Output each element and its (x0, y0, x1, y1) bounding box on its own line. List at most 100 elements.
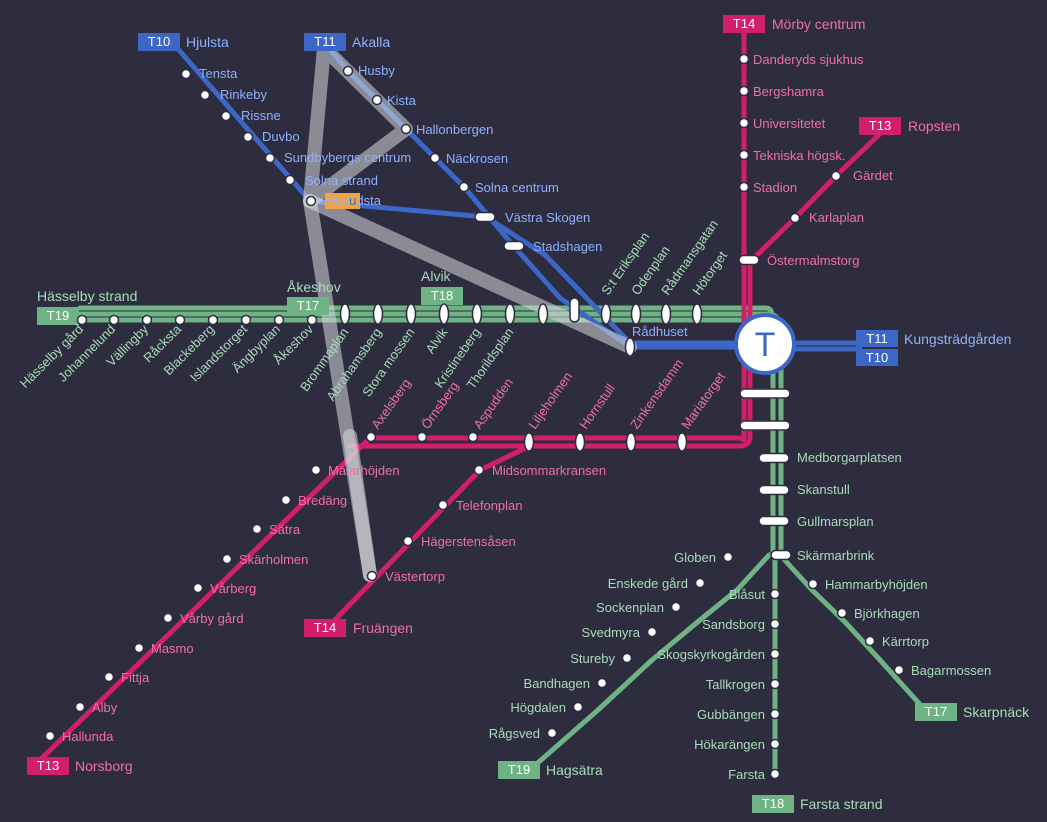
interchange-marker[interactable] (504, 303, 516, 325)
station-solna-centrum[interactable]: Solna centrum (458, 180, 559, 195)
interchange-marker[interactable] (691, 303, 703, 325)
station-dot[interactable] (572, 701, 584, 713)
interchange-marker[interactable] (339, 303, 351, 325)
station-satra[interactable]: Sätra (251, 522, 301, 537)
station-interchange-fridhemsplan[interactable] (569, 297, 580, 323)
station-dot[interactable] (141, 314, 153, 326)
station-stadshagen[interactable]: Stadshagen (503, 239, 602, 254)
station-varby-gard[interactable]: Vårby gård (162, 611, 244, 626)
station-tallkrogen[interactable]: Tallkrogen (706, 677, 781, 692)
station-dot[interactable] (306, 314, 318, 326)
station-dot[interactable] (738, 149, 750, 161)
station-dot[interactable] (473, 464, 485, 476)
station-dot[interactable] (646, 626, 658, 638)
station-dot[interactable] (284, 174, 296, 186)
station-skarmarbrink[interactable]: Skärmarbrink (770, 548, 875, 563)
station-bandhagen[interactable]: Bandhagen (523, 676, 608, 691)
station-dot[interactable] (240, 314, 252, 326)
station-skogskyrkogarden[interactable]: Skogskyrkogården (657, 647, 781, 662)
station-dot[interactable] (310, 464, 322, 476)
station-ostermalmstorg[interactable]: Östermalmstorg (738, 253, 859, 268)
station-globen[interactable]: Globen (674, 550, 734, 565)
interchange-marker[interactable] (758, 515, 790, 527)
station-gardet[interactable]: Gärdet (830, 168, 894, 183)
station-dot[interactable] (199, 89, 211, 101)
station-dot[interactable] (546, 727, 558, 739)
station-dot[interactable] (738, 117, 750, 129)
interchange-marker[interactable] (438, 303, 450, 325)
station-dot[interactable] (830, 170, 842, 182)
interchange-marker[interactable] (624, 337, 636, 357)
interchange-marker[interactable] (660, 303, 672, 325)
station-tensta[interactable]: Tensta (180, 66, 239, 81)
station-dot[interactable] (76, 314, 88, 326)
station-dot[interactable] (305, 195, 317, 207)
station-telefonplan[interactable]: Telefonplan (437, 498, 523, 513)
station-fittja[interactable]: Fittja (103, 670, 150, 685)
interchange-marker[interactable] (739, 388, 791, 399)
station-sockenplan[interactable]: Sockenplan (596, 600, 682, 615)
station-dot[interactable] (893, 664, 905, 676)
interchange-marker[interactable] (770, 549, 792, 561)
station-karlaplan[interactable]: Karlaplan (789, 210, 864, 225)
station-dot[interactable] (738, 85, 750, 97)
station-alby[interactable]: Alby (74, 700, 118, 715)
station-malarhojden[interactable]: Mälarhöjden (310, 463, 400, 478)
station-sundbybergs-centrum[interactable]: Sundbybergs centrum (264, 150, 412, 165)
station-dot[interactable] (864, 635, 876, 647)
station-solna-strand[interactable]: Solna strand (284, 173, 379, 188)
station-dot[interactable] (402, 535, 414, 547)
interchange-marker[interactable] (474, 211, 496, 223)
station-dot[interactable] (273, 314, 285, 326)
station-dot[interactable] (670, 601, 682, 613)
station-stadion[interactable]: Stadion (738, 180, 798, 195)
interchange-marker[interactable] (569, 297, 580, 323)
interchange-marker[interactable] (537, 303, 549, 325)
station-dot[interactable] (108, 314, 120, 326)
station-dot[interactable] (133, 642, 145, 654)
station-interchange[interactable] (537, 303, 549, 325)
station-dot[interactable] (416, 431, 428, 443)
station-svedmyra[interactable]: Svedmyra (581, 625, 658, 640)
interchange-marker[interactable] (471, 303, 483, 325)
hub-circle[interactable] (734, 313, 796, 375)
interchange-marker[interactable] (523, 432, 535, 452)
station-dot[interactable] (769, 768, 781, 780)
interchange-marker[interactable] (503, 240, 525, 252)
station-dot[interactable] (174, 314, 186, 326)
station-sandsborg[interactable]: Sandsborg (702, 617, 781, 632)
station-bjorkhagen[interactable]: Björkhagen (836, 606, 920, 621)
station-dot[interactable] (769, 618, 781, 630)
station-karrtorp[interactable]: Kärrtorp (864, 634, 929, 649)
interchange-marker[interactable] (739, 420, 791, 431)
station-dot[interactable] (722, 551, 734, 563)
station-gubbangen[interactable]: Gubbängen (697, 707, 781, 722)
station-dot[interactable] (694, 577, 706, 589)
station-huvudsta[interactable]: Huvudsta (305, 193, 382, 209)
station-midsommarkransen[interactable]: Midsommarkransen (473, 463, 607, 478)
station-dot[interactable] (738, 53, 750, 65)
station-dot[interactable] (342, 65, 354, 77)
station-tekniska-hogsk[interactable]: Tekniska högsk. (738, 148, 846, 163)
station-vastra-skogen[interactable]: Västra Skogen (474, 210, 590, 225)
station-bagarmossen[interactable]: Bagarmossen (893, 663, 992, 678)
station-stureby[interactable]: Stureby (570, 651, 633, 666)
station-dot[interactable] (251, 523, 263, 535)
station-skanstull[interactable]: Skanstull (758, 482, 850, 497)
station-hagerstensasen[interactable]: Hägerstensåsen (402, 534, 516, 549)
station-dot[interactable] (596, 677, 608, 689)
interchange-marker[interactable] (758, 484, 790, 496)
station-vastertorp[interactable]: Västertorp (366, 569, 445, 584)
station-dot[interactable] (280, 494, 292, 506)
station-medborgarplatsen[interactable]: Medborgarplatsen (758, 450, 902, 465)
station-gullmarsplan[interactable]: Gullmarsplan (758, 514, 874, 529)
station-dot[interactable] (769, 708, 781, 720)
station-masmo[interactable]: Masmo (133, 641, 194, 656)
station-dot[interactable] (192, 582, 204, 594)
station-farsta[interactable]: Farsta (728, 767, 781, 782)
station-dot[interactable] (769, 648, 781, 660)
station-varberg[interactable]: Vårberg (192, 581, 257, 596)
station-kista[interactable]: Kista (371, 93, 417, 108)
station-ragsved[interactable]: Rågsved (489, 726, 558, 741)
station-hallonbergen[interactable]: Hallonbergen (400, 122, 494, 137)
